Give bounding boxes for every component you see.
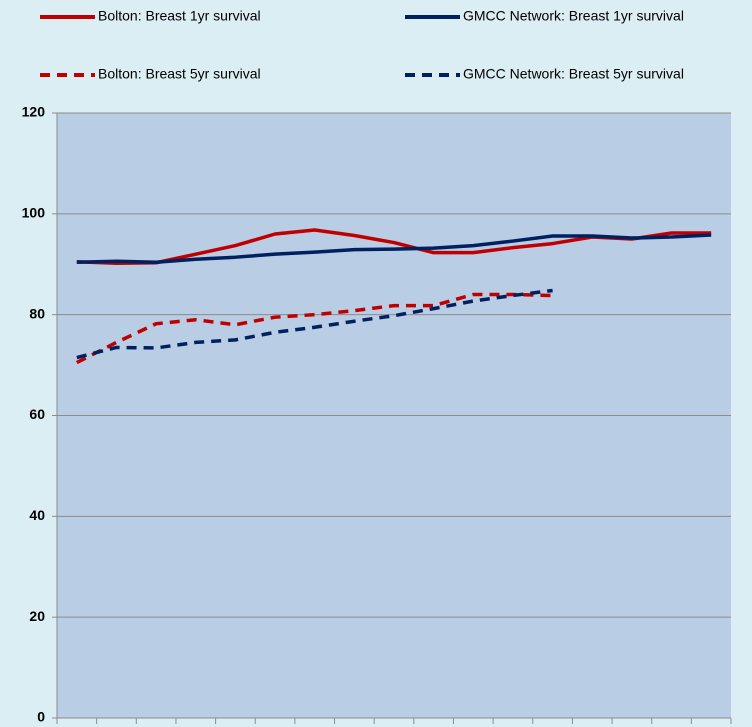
y-tick-label: 20: [29, 608, 45, 624]
y-tick-label: 100: [22, 205, 46, 221]
series-line: [76, 233, 712, 264]
legend-label: GMCC Network: Breast 5yr survival: [463, 66, 684, 82]
y-tick-label: 0: [37, 709, 45, 725]
series-line: [76, 288, 553, 360]
legend-label: Bolton: Breast 1yr survival: [98, 8, 261, 24]
y-tick-label: 60: [29, 406, 45, 422]
series-line: [76, 292, 553, 365]
y-tick-label: 120: [22, 104, 46, 120]
legend-label: Bolton: Breast 5yr survival: [98, 66, 261, 82]
y-tick-label: 40: [29, 507, 45, 523]
legend-label: GMCC Network: Breast 1yr survival: [463, 8, 684, 24]
y-tick-label: 80: [29, 305, 45, 321]
